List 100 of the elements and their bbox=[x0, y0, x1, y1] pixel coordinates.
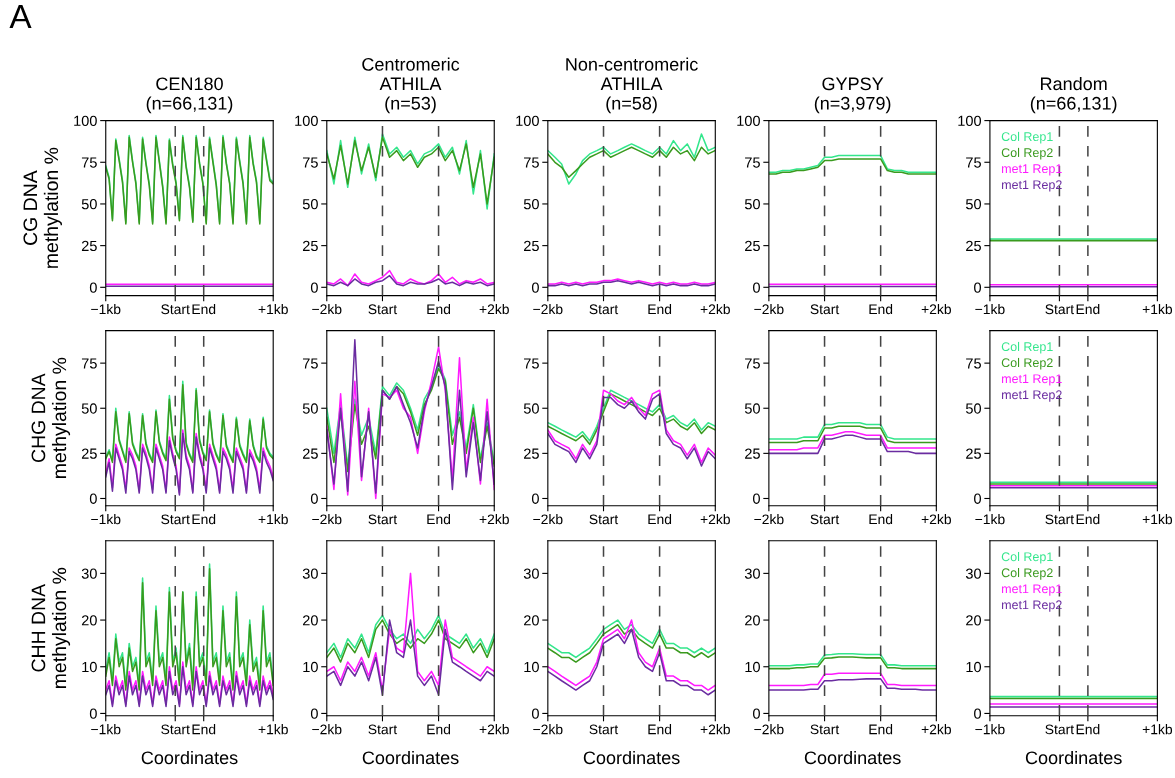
y-tick-label: 0 bbox=[89, 493, 97, 504]
x-tick-label: +2kb bbox=[921, 514, 951, 525]
y-tick-label: 100 bbox=[958, 115, 982, 127]
chart-title: CEN180 (n=66,131) bbox=[146, 77, 233, 114]
y-tick-label: 25 bbox=[524, 448, 539, 459]
x-tick-label: Start bbox=[810, 304, 840, 315]
y-tick-label: 0 bbox=[753, 708, 760, 719]
text: met1 Rep2 bbox=[1002, 390, 1062, 402]
y-tick-label: 100 bbox=[516, 115, 539, 127]
y-tick-label: 25 bbox=[524, 240, 539, 252]
x-tick-label: End bbox=[1076, 724, 1100, 735]
x-axis-title: Coordinates bbox=[1025, 750, 1122, 765]
x-tick-label: End bbox=[869, 303, 893, 315]
x-tick-label: End bbox=[1076, 303, 1100, 315]
x-tick-label: End bbox=[869, 724, 893, 735]
x-tick-label: +2kb bbox=[921, 724, 951, 735]
text: Col Rep2 bbox=[1001, 567, 1053, 580]
x-tick-label: End bbox=[192, 724, 216, 735]
y-tick-label: 100 bbox=[737, 115, 760, 127]
x-tick-label: End bbox=[192, 303, 216, 315]
y-tick-label: 0 bbox=[974, 708, 982, 719]
x-tick-label: Start bbox=[589, 304, 619, 315]
x-tick-label: Start bbox=[161, 514, 190, 525]
y-tick-label: 10 bbox=[524, 661, 539, 673]
y-tick-label: 75 bbox=[966, 157, 981, 168]
text: Col Rep1 bbox=[1001, 131, 1053, 144]
y-tick-label: 0 bbox=[89, 708, 97, 719]
y-axis-title: CG DNA methylation % bbox=[23, 147, 62, 268]
x-tick-label: +2kb bbox=[479, 514, 509, 525]
x-tick-label: End bbox=[648, 303, 672, 315]
x-tick-label: End bbox=[427, 303, 451, 315]
x-tick-label: +1kb bbox=[258, 303, 288, 315]
x-tick-label: +1kb bbox=[1142, 514, 1173, 525]
y-tick-label: 75 bbox=[81, 358, 97, 369]
x-tick-label: +1kb bbox=[258, 724, 288, 735]
y-tick-label: 30 bbox=[302, 568, 318, 579]
y-tick-label: 50 bbox=[302, 199, 318, 210]
y-tick-label: 0 bbox=[753, 282, 760, 293]
y-tick-label: 0 bbox=[974, 282, 982, 293]
x-tick-label: −2kb bbox=[312, 724, 342, 735]
x-tick-label: Start bbox=[810, 724, 840, 735]
x-tick-label: Start bbox=[161, 304, 190, 315]
y-tick-label: 75 bbox=[745, 358, 760, 369]
y-tick-label: 75 bbox=[524, 157, 539, 168]
y-tick-label: 25 bbox=[81, 240, 97, 252]
y-tick-label: 25 bbox=[302, 240, 318, 252]
chart-title: Non-centromeric ATHILA (n=58) bbox=[566, 57, 698, 114]
y-tick-label: 30 bbox=[744, 568, 760, 579]
x-tick-label: Start bbox=[1045, 724, 1074, 735]
chart-title: Random (n=66,131) bbox=[1030, 76, 1117, 114]
x-tick-label: −1kb bbox=[975, 724, 1005, 735]
y-tick-label: 0 bbox=[310, 493, 318, 504]
y-tick-label: 10 bbox=[82, 661, 97, 673]
y-tick-label: 50 bbox=[965, 403, 982, 414]
x-tick-label: −2kb bbox=[754, 514, 784, 525]
y-tick-label: 25 bbox=[966, 240, 981, 252]
y-tick-label: 75 bbox=[966, 358, 981, 369]
text: Col Rep1 bbox=[1001, 551, 1053, 564]
x-tick-label: +1kb bbox=[1142, 724, 1173, 735]
y-tick-label: 25 bbox=[745, 240, 760, 252]
chart-title: Centromeric ATHILA (n=53) bbox=[362, 57, 460, 114]
x-tick-label: +2kb bbox=[921, 303, 951, 315]
y-tick-label: 20 bbox=[81, 615, 97, 626]
x-tick-label: −2kb bbox=[754, 724, 784, 735]
x-tick-label: End bbox=[869, 514, 893, 525]
y-tick-label: 20 bbox=[302, 615, 318, 626]
x-tick-label: −2kb bbox=[312, 303, 342, 315]
chart-title: GYPSY (n=3,979) bbox=[814, 77, 891, 114]
x-tick-label: −1kb bbox=[975, 514, 1005, 525]
y-tick-label: 50 bbox=[523, 199, 539, 210]
y-tick-label: 10 bbox=[303, 661, 318, 673]
y-tick-label: 50 bbox=[744, 403, 760, 414]
y-tick-label: 75 bbox=[302, 358, 318, 369]
x-tick-label: +1kb bbox=[1142, 303, 1173, 315]
x-tick-label: Start bbox=[810, 514, 840, 525]
y-tick-label: 50 bbox=[81, 199, 97, 210]
y-tick-label: 0 bbox=[531, 282, 539, 293]
text: Col Rep2 bbox=[1001, 357, 1053, 370]
text: met1 Rep2 bbox=[1002, 180, 1062, 192]
x-tick-label: Start bbox=[1045, 514, 1074, 525]
x-tick-label: −2kb bbox=[533, 303, 563, 315]
x-tick-label: −1kb bbox=[91, 514, 121, 525]
y-tick-label: 50 bbox=[744, 199, 760, 210]
x-axis-title: Coordinates bbox=[141, 750, 238, 765]
x-tick-label: −2kb bbox=[754, 303, 784, 315]
y-tick-label: 100 bbox=[74, 115, 97, 127]
x-tick-label: −2kb bbox=[533, 514, 563, 525]
x-tick-label: Start bbox=[589, 514, 619, 525]
y-tick-label: 10 bbox=[745, 661, 760, 673]
x-tick-label: Start bbox=[161, 724, 190, 735]
x-tick-label: Start bbox=[368, 724, 398, 735]
y-tick-label: 0 bbox=[310, 282, 318, 293]
y-tick-label: 100 bbox=[295, 115, 318, 127]
x-tick-label: End bbox=[427, 514, 451, 525]
y-tick-label: 0 bbox=[753, 493, 760, 504]
y-tick-label: 75 bbox=[745, 157, 760, 168]
x-tick-label: Start bbox=[589, 724, 619, 735]
x-tick-label: Start bbox=[1045, 304, 1074, 315]
y-tick-label: 10 bbox=[966, 661, 982, 673]
y-tick-label: 20 bbox=[966, 615, 982, 626]
